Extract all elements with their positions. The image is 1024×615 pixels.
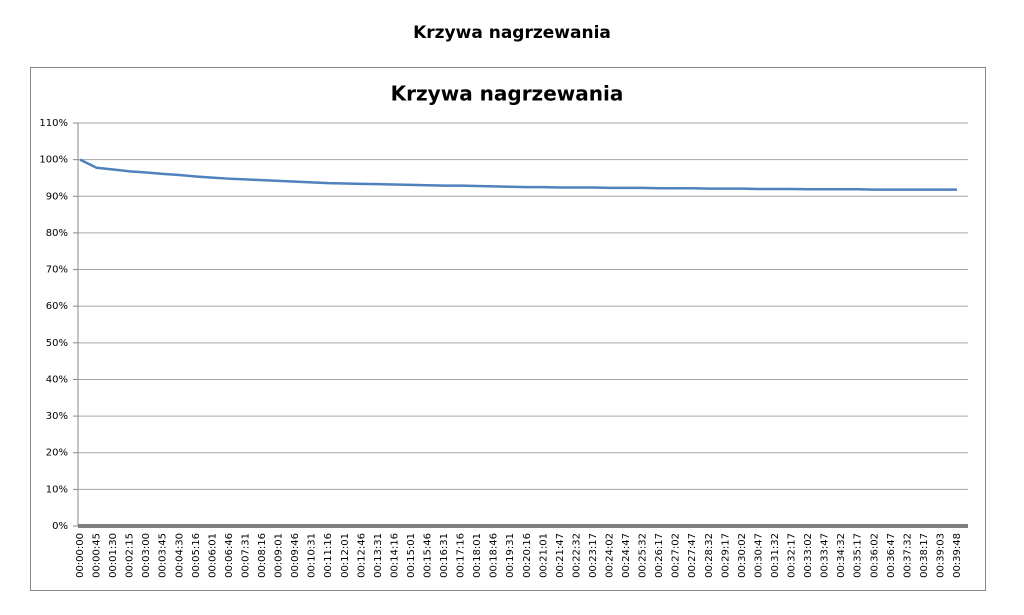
x-tick-label: 00:36:02 bbox=[869, 533, 880, 578]
x-tick-label: 00:23:17 bbox=[588, 533, 599, 578]
x-tick-label: 00:35:17 bbox=[853, 533, 864, 578]
x-tick-label: 00:24:02 bbox=[605, 533, 616, 578]
y-tick-label: 30% bbox=[46, 411, 68, 422]
x-tick-label: 00:21:01 bbox=[538, 533, 549, 578]
x-tick-label: 00:39:03 bbox=[935, 533, 946, 578]
x-tick-label: 00:03:45 bbox=[158, 533, 169, 578]
x-tick-label: 00:13:31 bbox=[373, 533, 384, 578]
x-tick-label: 00:22:32 bbox=[571, 533, 582, 578]
x-tick-label: 00:10:31 bbox=[307, 533, 318, 578]
x-tick-label: 00:26:17 bbox=[654, 533, 665, 578]
x-tick-label: 00:37:32 bbox=[902, 533, 913, 578]
x-tick-label: 00:18:01 bbox=[472, 533, 483, 578]
x-tick-label: 00:05:16 bbox=[191, 533, 202, 578]
x-tick-label: 00:00:00 bbox=[75, 533, 86, 578]
x-tick-label: 00:36:47 bbox=[886, 533, 897, 578]
y-tick-label: 0% bbox=[52, 521, 68, 532]
y-tick-label: 90% bbox=[46, 191, 68, 202]
x-tick-label: 00:20:16 bbox=[522, 533, 533, 578]
x-tick-label: 00:27:47 bbox=[687, 533, 698, 578]
x-tick-label: 00:04:30 bbox=[174, 533, 185, 578]
x-tick-label: 00:16:31 bbox=[439, 533, 450, 578]
data-line bbox=[79, 158, 957, 191]
x-tick-label: 00:07:31 bbox=[240, 533, 251, 578]
x-tick-label: 00:03:00 bbox=[141, 533, 152, 578]
y-tick-label: 80% bbox=[46, 228, 68, 239]
x-tick-label: 00:30:47 bbox=[753, 533, 764, 578]
x-tick-label: 00:19:31 bbox=[505, 533, 516, 578]
x-tick-label: 00:14:16 bbox=[389, 533, 400, 578]
x-tick-label: 00:17:16 bbox=[456, 533, 467, 578]
x-tick-label: 00:12:46 bbox=[356, 533, 367, 578]
x-tick-label: 00:21:47 bbox=[555, 533, 566, 578]
x-tick-label: 00:15:01 bbox=[406, 533, 417, 578]
heading: Krzywa nagrzewania bbox=[413, 23, 611, 43]
x-tick-label: 00:09:01 bbox=[274, 533, 285, 578]
x-tick-label: 00:33:47 bbox=[820, 533, 831, 578]
x-tick-label: 00:09:46 bbox=[290, 533, 301, 578]
y-tick-label: 50% bbox=[46, 338, 68, 349]
x-tick-label: 00:32:17 bbox=[787, 533, 798, 578]
x-tick-label: 00:00:45 bbox=[92, 533, 103, 578]
x-tick-label: 00:11:16 bbox=[323, 533, 334, 578]
y-tick-label: 40% bbox=[46, 374, 68, 385]
chart-frame bbox=[30, 67, 986, 591]
y-tick-label: 110% bbox=[39, 118, 68, 129]
y-tick-label: 60% bbox=[46, 301, 68, 312]
y-tick-label: 10% bbox=[46, 484, 68, 495]
y-tick-label: 20% bbox=[46, 448, 68, 459]
x-tick-label: 00:33:02 bbox=[803, 533, 814, 578]
x-tick-label: 00:39:48 bbox=[952, 533, 963, 578]
x-tick-label: 00:30:02 bbox=[737, 533, 748, 578]
x-tick-label: 00:01:30 bbox=[108, 533, 119, 578]
x-tick-label: 00:18:46 bbox=[489, 533, 500, 578]
x-tick-label: 00:29:17 bbox=[720, 533, 731, 578]
x-tick-label: 00:24:47 bbox=[621, 533, 632, 578]
x-tick-label: 00:38:17 bbox=[919, 533, 930, 578]
x-tick-label: 00:27:02 bbox=[671, 533, 682, 578]
x-tick-label: 00:12:01 bbox=[340, 533, 351, 578]
y-tick-label: 100% bbox=[39, 155, 68, 166]
x-tick-label: 00:28:32 bbox=[704, 533, 715, 578]
x-tick-label: 00:02:15 bbox=[125, 533, 136, 578]
x-tick-label: 00:08:16 bbox=[257, 533, 268, 578]
y-tick-label: 70% bbox=[46, 265, 68, 276]
x-tick-label: 00:34:32 bbox=[836, 533, 847, 578]
x-tick-label: 00:25:32 bbox=[638, 533, 649, 578]
chart-title: Krzywa nagrzewania bbox=[391, 82, 624, 106]
x-tick-label: 00:31:32 bbox=[770, 533, 781, 578]
x-tick-label: 00:06:01 bbox=[207, 533, 218, 578]
x-tick-label: 00:15:46 bbox=[422, 533, 433, 578]
x-tick-label: 00:06:46 bbox=[224, 533, 235, 578]
